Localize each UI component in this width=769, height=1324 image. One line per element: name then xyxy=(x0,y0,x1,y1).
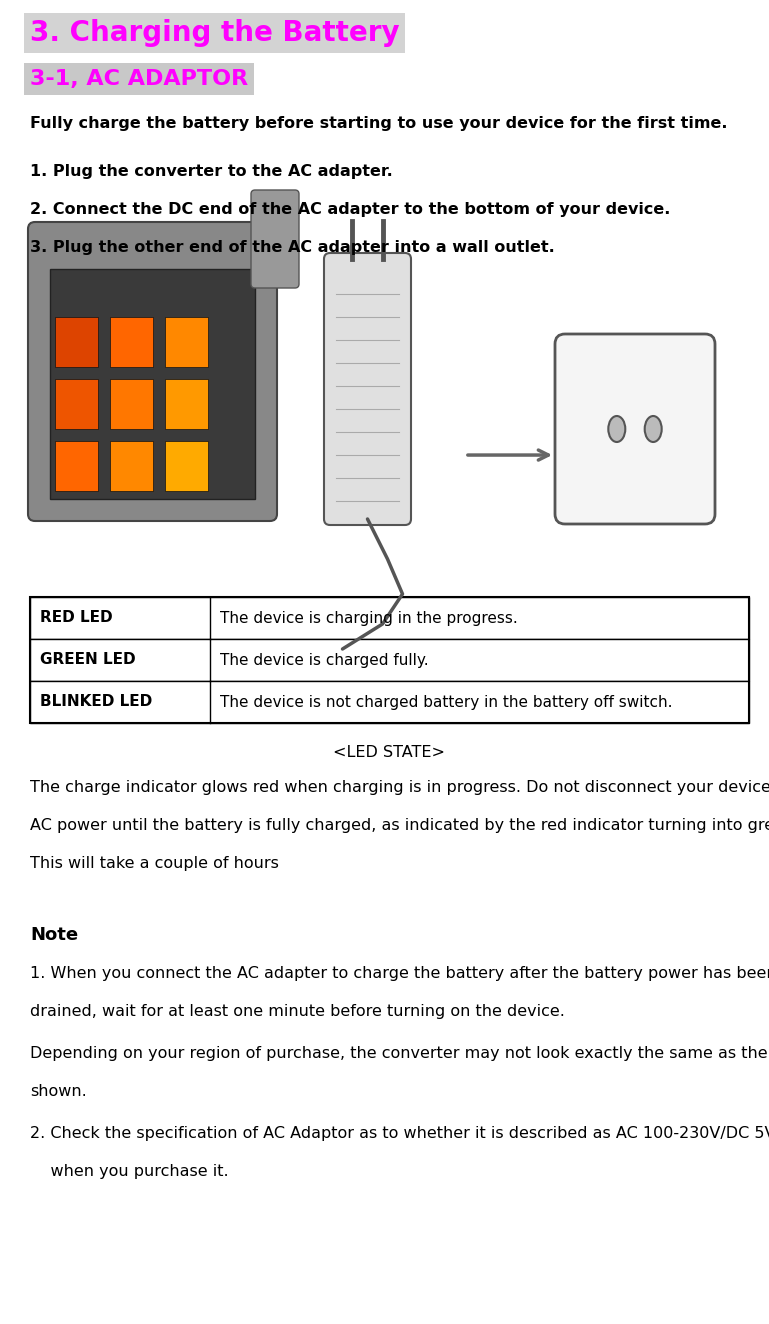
Text: 3-1, AC ADAPTOR: 3-1, AC ADAPTOR xyxy=(30,69,248,89)
Text: 3. Charging the Battery: 3. Charging the Battery xyxy=(30,19,400,46)
Text: GREEN LED: GREEN LED xyxy=(40,653,135,667)
Text: This will take a couple of hours: This will take a couple of hours xyxy=(30,857,279,871)
Bar xyxy=(30,305,749,569)
Bar xyxy=(55,316,98,367)
Text: 1. Plug the converter to the AC adapter.: 1. Plug the converter to the AC adapter. xyxy=(30,164,393,179)
Text: Note: Note xyxy=(30,925,78,944)
FancyBboxPatch shape xyxy=(28,222,277,522)
Bar xyxy=(165,316,208,367)
Text: drained, wait for at least one minute before turning on the device.: drained, wait for at least one minute be… xyxy=(30,1004,565,1019)
Text: The device is charged fully.: The device is charged fully. xyxy=(220,653,428,667)
Text: The charge indicator glows red when charging is in progress. Do not disconnect y: The charge indicator glows red when char… xyxy=(30,780,769,794)
Text: The device is not charged battery in the battery off switch.: The device is not charged battery in the… xyxy=(220,695,673,710)
Text: 2. Connect the DC end of the AC adapter to the bottom of your device.: 2. Connect the DC end of the AC adapter … xyxy=(30,203,671,217)
Text: BLINKED LED: BLINKED LED xyxy=(40,695,152,710)
Text: Depending on your region of purchase, the converter may not look exactly the sam: Depending on your region of purchase, th… xyxy=(30,1046,769,1061)
Bar xyxy=(55,441,98,491)
Bar xyxy=(30,597,749,723)
Bar xyxy=(55,379,98,429)
Bar xyxy=(110,316,153,367)
Bar xyxy=(110,441,153,491)
Text: AC power until the battery is fully charged, as indicated by the red indicator t: AC power until the battery is fully char… xyxy=(30,818,769,833)
FancyBboxPatch shape xyxy=(251,191,299,289)
Bar xyxy=(165,441,208,491)
Text: 2. Check the specification of AC Adaptor as to whether it is described as AC 100: 2. Check the specification of AC Adaptor… xyxy=(30,1125,769,1141)
Text: <LED STATE>: <LED STATE> xyxy=(334,745,445,760)
Bar xyxy=(110,379,153,429)
Text: RED LED: RED LED xyxy=(40,610,112,625)
Text: Fully charge the battery before starting to use your device for the first time.: Fully charge the battery before starting… xyxy=(30,117,727,131)
Bar xyxy=(30,639,749,681)
Bar xyxy=(30,597,749,639)
Text: when you purchase it.: when you purchase it. xyxy=(30,1164,228,1178)
Bar xyxy=(50,269,255,499)
Ellipse shape xyxy=(644,416,661,442)
Bar xyxy=(30,681,749,723)
Text: The device is charging in the progress.: The device is charging in the progress. xyxy=(220,610,518,625)
Text: shown.: shown. xyxy=(30,1084,87,1099)
FancyBboxPatch shape xyxy=(324,253,411,526)
Text: 1. When you connect the AC adapter to charge the battery after the battery power: 1. When you connect the AC adapter to ch… xyxy=(30,967,769,981)
Ellipse shape xyxy=(608,416,625,442)
Text: 3. Plug the other end of the AC adapter into a wall outlet.: 3. Plug the other end of the AC adapter … xyxy=(30,240,554,256)
Bar xyxy=(165,379,208,429)
FancyBboxPatch shape xyxy=(555,334,715,524)
